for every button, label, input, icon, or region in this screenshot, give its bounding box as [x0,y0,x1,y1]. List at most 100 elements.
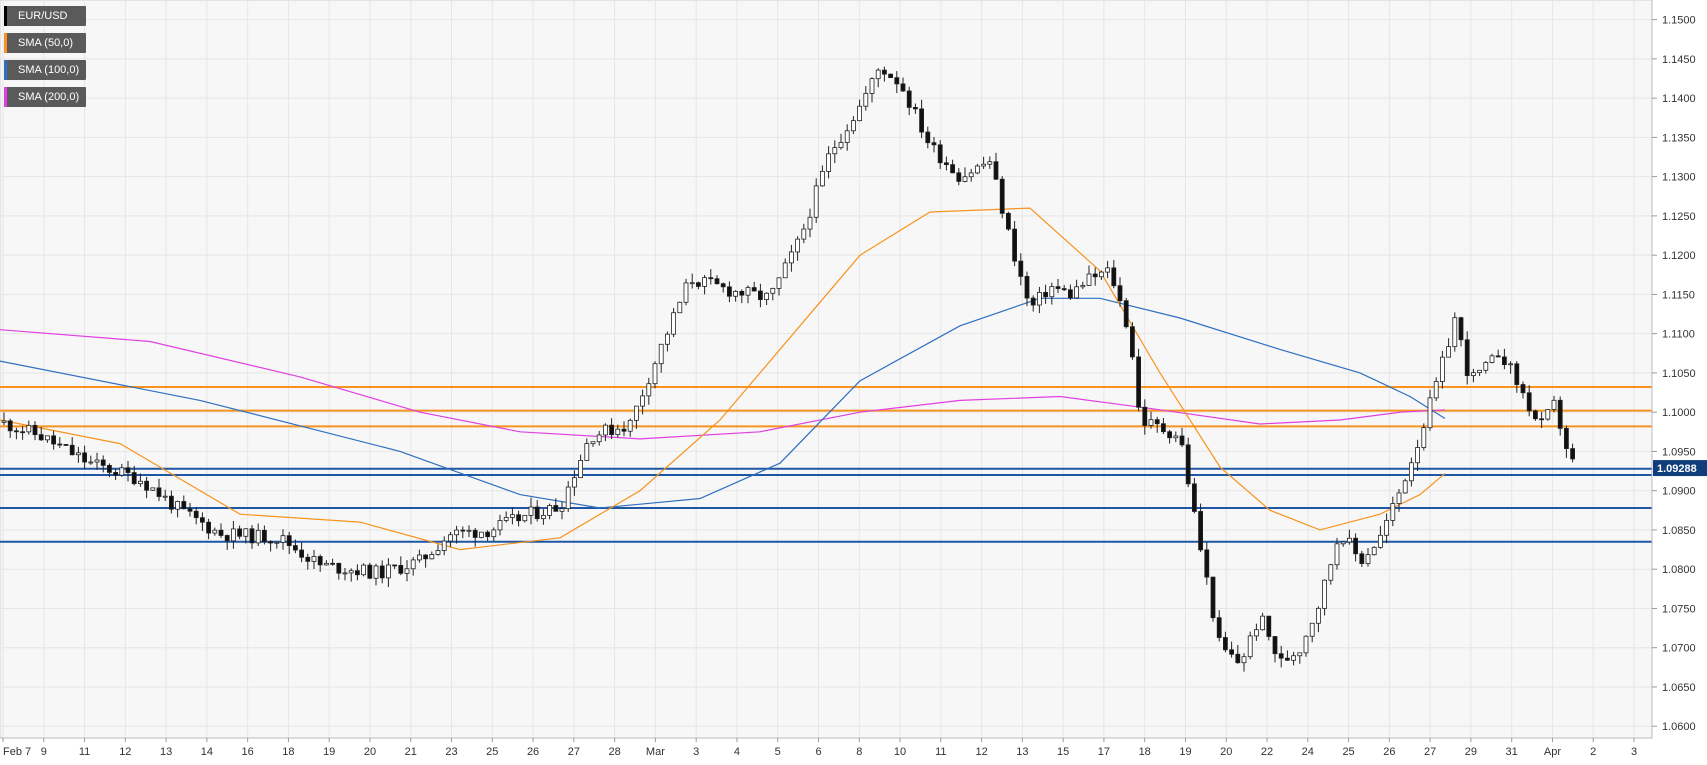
candle-body [1297,652,1303,657]
x-tick-label: 29 [1465,746,1477,758]
candle-body [441,540,447,551]
candle-body [274,541,280,544]
candle-body [354,570,360,576]
candle-body [69,444,75,456]
candle-body [286,535,292,546]
candle-body [1216,617,1222,638]
candle-body [913,106,918,110]
candle-body [1006,212,1011,230]
candle-body [57,443,63,446]
candle-body [454,529,460,536]
y-tick-label: 1.1500 [1662,15,1696,27]
x-tick-label: 24 [1302,746,1314,758]
y-tick-label: 1.1150 [1662,289,1695,301]
legend-swatch-sma-50 [4,33,7,53]
legend-swatch-sma-200 [4,87,7,107]
x-tick-label: Feb 7 [3,746,31,758]
candle-body [472,529,478,538]
candle-body [1564,427,1569,449]
x-tick-label: 4 [734,746,740,758]
candle-body [838,142,844,149]
candle-body [336,562,342,574]
legend-item-eurusd[interactable]: EUR/USD [4,6,86,26]
candle-body [1254,629,1259,637]
candle-body [32,424,38,436]
candle-body [1316,607,1321,624]
y-tick-label: 1.0850 [1662,525,1696,537]
candle-body [1185,444,1191,485]
candle-body [1030,297,1036,306]
candle-body [100,459,106,466]
candle-body [447,534,453,542]
candle-body [894,77,900,85]
candle-body [137,480,143,485]
candle-body [206,521,212,534]
x-tick-label: Apr [1544,746,1561,758]
candle-body [999,178,1005,214]
y-tick-label: 1.1400 [1662,93,1696,105]
candle-body [1247,635,1253,658]
candle-body [596,434,602,443]
candle-body [175,501,181,510]
x-tick-label: 6 [815,746,821,758]
candle-body [367,564,373,579]
candle-body [1309,622,1315,637]
candle-body [1111,267,1117,287]
candle-body [851,120,856,132]
candle-body [820,170,825,187]
candle-body [962,176,968,182]
candle-body [751,287,757,292]
candle-body [696,282,701,287]
candle-body [739,290,745,296]
candle-body [1551,399,1557,410]
candle-body [243,528,249,537]
candle-body [993,161,999,180]
sma-50-line [0,207,1446,551]
x-tick-label: 28 [609,746,621,758]
x-tick-label: 15 [1057,746,1069,758]
candle-body [1148,419,1154,426]
x-tick-label: 13 [160,746,172,758]
candle-body [900,83,906,92]
candle-body [1427,397,1433,429]
x-tick-label: Mar [646,746,665,758]
candle-body [1421,427,1427,448]
legend-item-sma-50[interactable]: SMA (50,0) [4,33,86,53]
candle-body [1130,326,1135,358]
y-tick-label: 1.0700 [1662,643,1696,655]
candle-body [1018,260,1024,277]
y-tick-label: 1.0900 [1662,486,1696,498]
last-price-label: 1.09288 [1657,463,1697,475]
x-tick-label: 22 [1261,746,1273,758]
candle-body [187,508,193,512]
candle-body [1347,537,1352,543]
candle-body [764,292,769,300]
candle-body [416,554,422,561]
legend-item-sma-100[interactable]: SMA (100,0) [4,60,86,80]
candle-body [268,541,274,544]
candle-body [1136,356,1141,408]
candle-body [199,517,205,523]
candle-body [280,535,286,543]
x-tick-label: 8 [856,746,862,758]
sma-200-line [0,329,1446,440]
candle-body [1322,579,1327,609]
candle-body [1452,317,1458,348]
x-tick-label: 23 [445,746,457,758]
candle-body [1055,286,1061,289]
candle-body [460,529,466,532]
candle-body [925,131,931,144]
moving-averages [0,207,1446,551]
candle-body [1198,511,1203,551]
candle-body [987,161,993,165]
candle-body [714,278,720,285]
y-tick-label: 1.1200 [1662,250,1696,262]
x-tick-label: 20 [364,746,376,758]
candle-body [1099,271,1104,278]
candle-body [782,262,788,279]
candle-body [801,228,807,240]
candle-body [299,549,305,558]
legend-item-sma-200[interactable]: SMA (200,0) [4,87,86,107]
